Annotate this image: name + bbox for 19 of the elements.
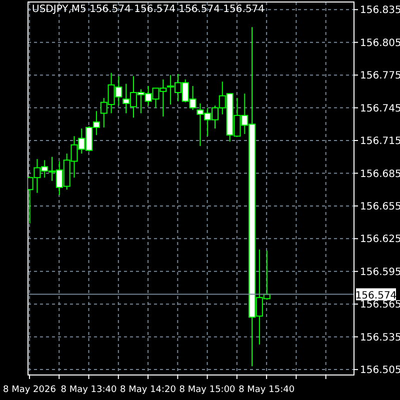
y-tick-label: 156.775 bbox=[360, 70, 400, 82]
y-tick-label: 156.715 bbox=[360, 136, 400, 148]
y-tick-label: 156.625 bbox=[360, 234, 400, 246]
y-tick-label: 156.805 bbox=[360, 38, 400, 49]
y-tick-label: 156.535 bbox=[360, 332, 400, 344]
y-tick-label: 156.685 bbox=[360, 168, 400, 180]
y-tick-label: 156.655 bbox=[360, 202, 400, 212]
y-tick-label: 156.595 bbox=[360, 266, 400, 278]
x-tick-label: 8 May 13:40 bbox=[60, 385, 118, 395]
y-tick-label: 156.835 bbox=[360, 5, 400, 16]
ref-line-label: 156.574 bbox=[355, 290, 397, 302]
x-tick-label: 8 May 15:40 bbox=[238, 385, 295, 395]
x-tick-label: 8 May 14:20 bbox=[120, 385, 176, 395]
y-tick-label: 156.505 bbox=[360, 365, 400, 376]
x-tick-label: 8 May 2026 bbox=[2, 385, 56, 395]
chart-title: USDJPY,M5 156.574 156.574 156.574 156.574 bbox=[32, 4, 265, 15]
y-tick-label: 156.745 bbox=[360, 103, 400, 114]
y-tick-label: 156.565 bbox=[360, 300, 400, 311]
x-tick-label: 8 May 15:00 bbox=[179, 385, 236, 395]
